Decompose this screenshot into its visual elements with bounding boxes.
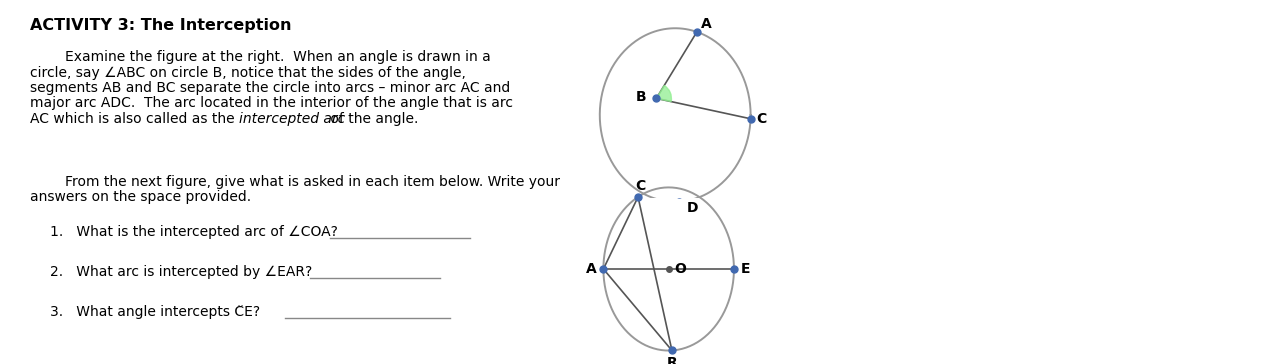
Text: intercepted arc: intercepted arc bbox=[239, 112, 346, 126]
Text: major arc ADC.  The arc located in the interior of the angle that is arc: major arc ADC. The arc located in the in… bbox=[29, 96, 513, 111]
Text: answers on the space provided.: answers on the space provided. bbox=[29, 190, 251, 205]
Text: From the next figure, give what is asked in each item below. Write your: From the next figure, give what is asked… bbox=[29, 175, 561, 189]
Text: of the angle.: of the angle. bbox=[326, 112, 419, 126]
Text: Examine the figure at the right.  When an angle is drawn in a: Examine the figure at the right. When an… bbox=[29, 50, 490, 64]
Text: AC which is also called as the: AC which is also called as the bbox=[29, 112, 239, 126]
Text: 3.   What angle intercepts C̆E?: 3. What angle intercepts C̆E? bbox=[50, 305, 260, 319]
Text: R: R bbox=[667, 356, 677, 364]
Text: A: A bbox=[586, 262, 596, 276]
Text: D: D bbox=[687, 201, 699, 215]
Text: ACTIVITY 3: The Interception: ACTIVITY 3: The Interception bbox=[29, 18, 292, 33]
Text: circle, say ∠ABC on circle B, notice that the sides of the angle,: circle, say ∠ABC on circle B, notice tha… bbox=[29, 66, 466, 79]
Wedge shape bbox=[657, 86, 672, 102]
Text: O: O bbox=[673, 262, 686, 276]
Text: B: B bbox=[636, 90, 646, 104]
Text: A: A bbox=[700, 17, 712, 31]
Text: C: C bbox=[756, 112, 767, 126]
Text: E: E bbox=[741, 262, 750, 276]
Text: segments AB and BC separate the circle into arcs – minor arc AC and: segments AB and BC separate the circle i… bbox=[29, 81, 511, 95]
Text: 1.   What is the intercepted arc of ∠COA?: 1. What is the intercepted arc of ∠COA? bbox=[50, 225, 338, 239]
Text: C: C bbox=[635, 179, 645, 193]
Text: 2.   What arc is intercepted by ∠EAR?: 2. What arc is intercepted by ∠EAR? bbox=[50, 265, 312, 279]
